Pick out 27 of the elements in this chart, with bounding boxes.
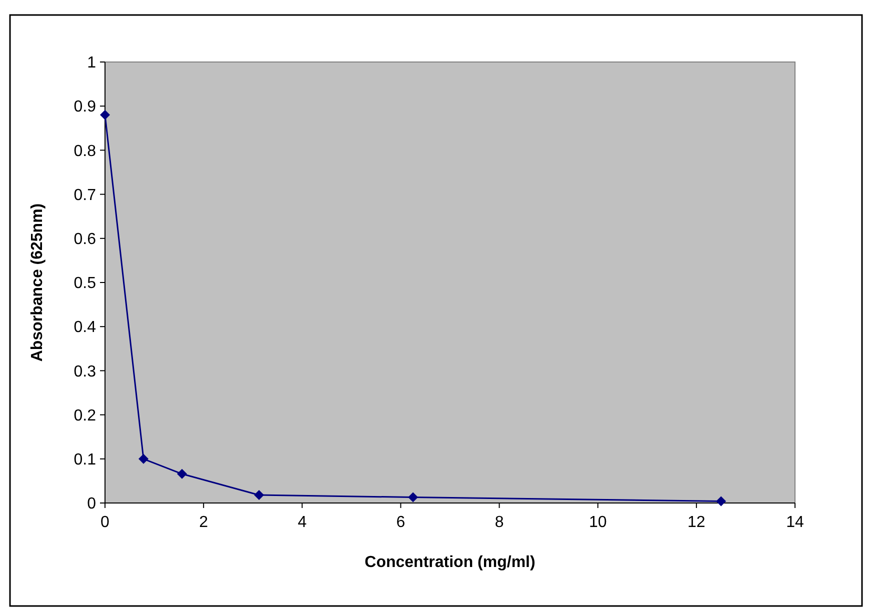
point bbox=[100, 110, 110, 120]
point bbox=[716, 496, 726, 506]
y-tick-label: 0.4 bbox=[74, 319, 96, 336]
point bbox=[408, 492, 418, 502]
y-tick-label: 1 bbox=[87, 54, 96, 72]
x-tick-label: 8 bbox=[494, 514, 504, 531]
y-axis-title: Absorbance (625nm) bbox=[29, 203, 46, 362]
y-tick-label: 0.5 bbox=[74, 275, 96, 292]
y-tick-label: 0.3 bbox=[74, 363, 96, 380]
x-tick-label: 10 bbox=[588, 514, 607, 531]
y-tick-label: 0.1 bbox=[74, 452, 96, 468]
x-tick-label: 12 bbox=[688, 514, 706, 531]
x-tick-label: 0 bbox=[100, 514, 110, 531]
y-tick-label: 0.7 bbox=[74, 186, 96, 204]
point bbox=[254, 490, 264, 500]
y-tick-label: 0.6 bbox=[74, 231, 96, 248]
point bbox=[138, 454, 149, 464]
point bbox=[177, 468, 188, 479]
x-tick-label: 14 bbox=[786, 514, 804, 531]
y-tick-label: 0 bbox=[87, 496, 96, 513]
y-tick-label: 0.2 bbox=[74, 407, 96, 424]
x-axis-title: Concentration (mg/ml) bbox=[364, 554, 536, 571]
y-tick-label: 0.9 bbox=[74, 98, 96, 116]
x-tick-label: 4 bbox=[298, 514, 307, 531]
y-tick-label: 0.8 bbox=[74, 142, 96, 160]
x-tick-label: 6 bbox=[396, 514, 406, 531]
x-tick-label: 2 bbox=[199, 514, 208, 531]
